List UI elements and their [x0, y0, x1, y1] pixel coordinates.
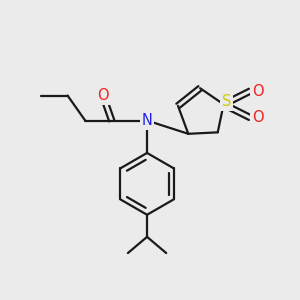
Text: O: O	[252, 84, 263, 99]
Text: O: O	[97, 88, 109, 103]
Text: O: O	[252, 110, 263, 125]
Text: S: S	[222, 94, 231, 109]
Text: N: N	[142, 113, 152, 128]
